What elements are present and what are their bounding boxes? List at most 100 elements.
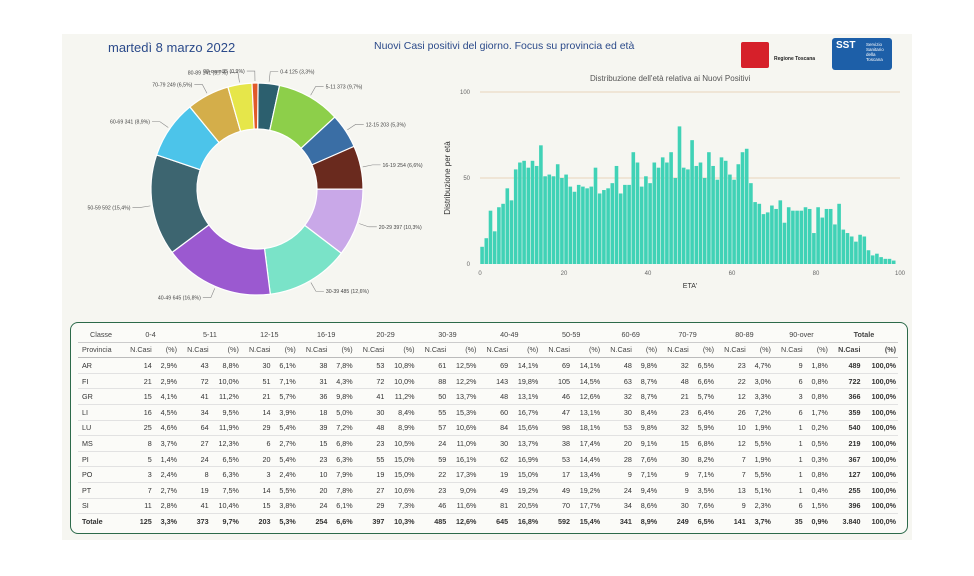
table-cell: 60 — [478, 404, 511, 421]
table-cell: 341 — [602, 513, 634, 529]
table-cell: 100,0% — [862, 482, 898, 499]
table-cell: 1 — [772, 435, 805, 452]
table-cell: 100,0% — [862, 435, 898, 452]
donut-leader-7 — [202, 288, 216, 298]
table-cell: 10,5% — [386, 435, 417, 452]
table-cell: 15 — [297, 435, 330, 452]
table-subheader-pct: (%) — [329, 342, 355, 359]
table-subheader-ncasi: N.Casi — [772, 342, 805, 359]
table-row: PT 7 2,7% 19 7,5% 14 5,5% 20 7,8% 27 10,6% 23 9,0% 49… — [78, 482, 898, 499]
table-cell: 53 — [540, 451, 572, 468]
donut-leader-8 — [132, 205, 151, 208]
table-cell: 10,3% — [386, 513, 417, 529]
table-subheader-pct: (%) — [633, 342, 660, 359]
table-cell: 41 — [354, 388, 387, 405]
table-cell: 30 — [478, 435, 511, 452]
hist-bar-19 — [560, 178, 564, 264]
hist-bar-4 — [497, 207, 501, 264]
hist-bar-97 — [887, 258, 892, 264]
table-cell-provincia: SI — [78, 498, 123, 515]
table-cell: 19 — [354, 466, 387, 483]
table-cell: 0,3% — [804, 451, 830, 468]
table-cell: 28 — [602, 451, 634, 468]
hist-bar-26 — [589, 186, 594, 264]
table-cell: 485 — [416, 513, 449, 529]
table-subheader-pct: (%) — [690, 342, 717, 359]
table-cell: 540 — [829, 420, 863, 437]
table-cell: 10,6% — [448, 420, 479, 437]
table-cell: 11 — [122, 498, 154, 515]
donut-leader-5 — [359, 223, 377, 228]
table-cell: 48 — [478, 388, 511, 405]
table-cell: 100,0% — [862, 451, 898, 468]
table-cell: 2,3% — [747, 498, 773, 515]
table-cell: 14,1% — [510, 357, 541, 374]
table-cell: 29 — [240, 420, 273, 437]
hist-bar-87 — [845, 233, 850, 264]
table-cell: 6 — [772, 373, 805, 390]
table-cell-provincia: Totale — [78, 513, 123, 529]
table-cell: 7,8% — [329, 357, 355, 374]
hist-bar-16 — [547, 174, 552, 264]
table-cell: 6 — [772, 404, 805, 421]
table-group-header-8: 50-59 — [540, 327, 603, 343]
table-subheader-ncasi: N.Casi — [478, 342, 511, 359]
donut-label-10: 70-79 249 (6,5%) — [152, 82, 192, 88]
table-group-header-10: 70-79 — [659, 327, 717, 343]
table-cell: 51 — [240, 373, 273, 390]
table-cell-provincia: AR — [78, 357, 123, 374]
table-cell: 8 — [122, 435, 154, 452]
donut-label-3: 12-15 203 (5,3%) — [366, 122, 406, 128]
table-group-header-2: 5-11 — [178, 327, 241, 343]
table-cell: 47 — [540, 404, 572, 421]
table-subheader-ncasi: N.Casi — [122, 342, 154, 359]
table-cell: 32 — [602, 388, 634, 405]
table-cell: 9,8% — [633, 420, 660, 437]
hist-bar-13 — [534, 165, 539, 264]
table-cell: 41 — [178, 498, 211, 515]
table-cell: 366 — [829, 388, 863, 405]
table-cell: 13,7% — [448, 388, 479, 405]
table-cell: 2,8% — [153, 498, 179, 515]
table-subheader-ncasi: N.Casi — [178, 342, 211, 359]
table-row: SI 11 2,8% 41 10,4% 15 3,8% 24 6,1% 29 7,3% 46 11,6%… — [78, 498, 898, 515]
hist-bar-47 — [677, 126, 682, 265]
table-cell: 13,4% — [571, 466, 603, 483]
table-cell: 3.840 — [829, 513, 863, 529]
hist-bar-50 — [690, 140, 694, 264]
table-cell: 81 — [478, 498, 511, 515]
hist-bar-40 — [648, 183, 652, 264]
table-cell: 5,9% — [690, 420, 717, 437]
table-cell: 5,5% — [747, 466, 773, 483]
table-cell: 7,6% — [633, 451, 660, 468]
hist-bar-88 — [849, 236, 854, 264]
table-cell: 59 — [416, 451, 449, 468]
table-cell: 13,7% — [510, 435, 541, 452]
table-cell: 23 — [354, 435, 387, 452]
table-cell: 396 — [829, 498, 863, 515]
hist-bar-10 — [522, 160, 526, 264]
hist-bar-96 — [883, 258, 888, 264]
donut-leader-12 — [246, 70, 256, 82]
table-cell: 88 — [416, 373, 449, 390]
hist-bar-74 — [791, 210, 795, 264]
table-cell: 41 — [178, 388, 211, 405]
table-cell: 6,1% — [329, 498, 355, 515]
table-group-header-6: 30-39 — [416, 327, 479, 343]
table-cell: 2,4% — [272, 466, 298, 483]
table-cell: 24 — [602, 482, 634, 499]
table-cell: 17,3% — [448, 466, 479, 483]
table-subheader-pct: (%) — [210, 342, 241, 359]
hist-bar-62 — [740, 152, 745, 264]
table-cell: 397 — [354, 513, 387, 529]
table-cell: 8,2% — [690, 451, 717, 468]
table-group-header-4: 16-19 — [297, 327, 355, 343]
hist-bar-1 — [484, 238, 489, 264]
hist-bar-66 — [757, 203, 762, 264]
table-cell: 0,8% — [804, 388, 830, 405]
table-cell: 7,9% — [329, 466, 355, 483]
hist-bar-91 — [862, 236, 867, 264]
table-cell: 1 — [772, 451, 805, 468]
table-cell: 5,4% — [272, 451, 298, 468]
table-row: GR 15 4,1% 41 11,2% 21 5,7% 36 9,8% 41 11,2% 50 13,7… — [78, 388, 898, 405]
